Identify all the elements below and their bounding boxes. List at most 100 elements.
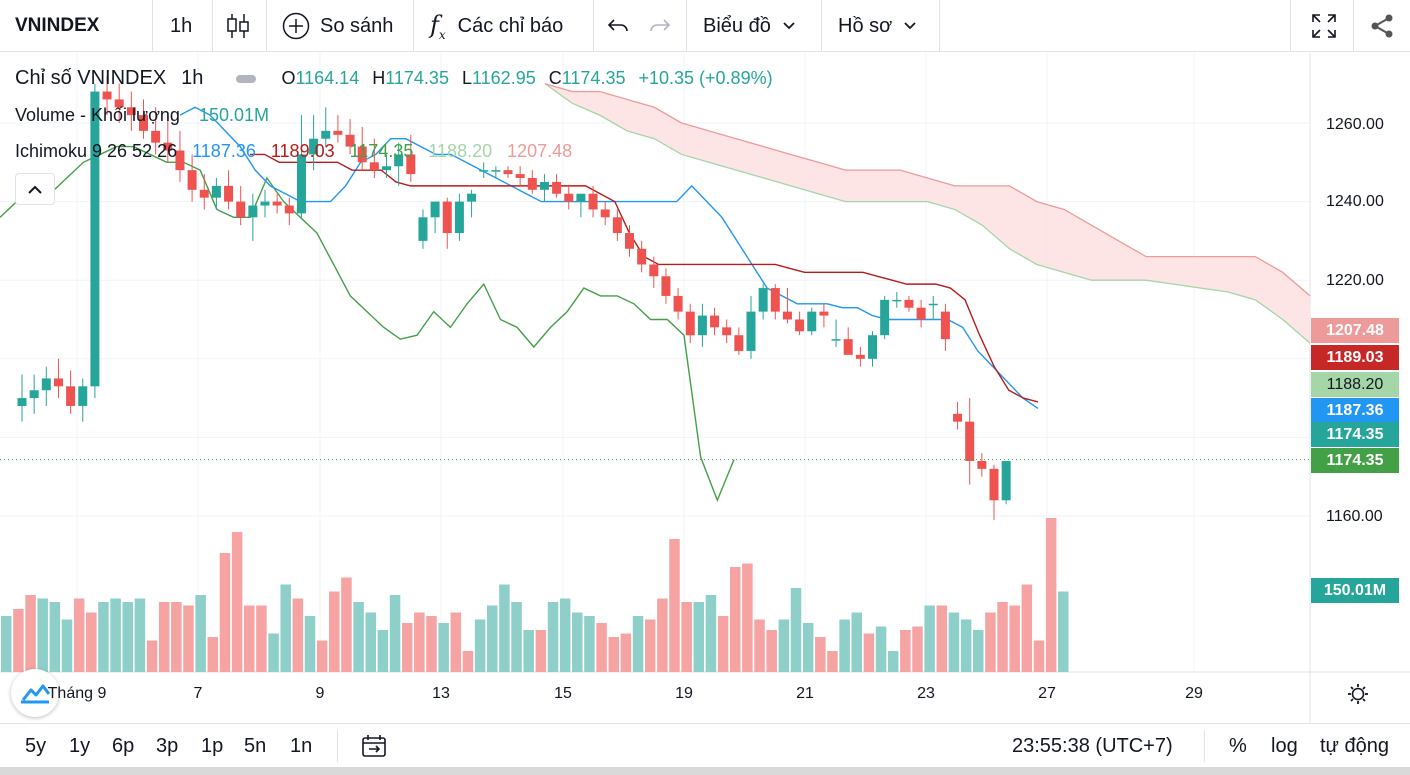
x-tick-27: 27: [1038, 685, 1056, 702]
candle-body: [394, 154, 404, 167]
volume-bar: [1033, 640, 1045, 672]
range-1n[interactable]: 1n: [290, 734, 313, 757]
volume-bar: [584, 616, 595, 672]
candle-body: [527, 178, 537, 190]
auto-scale-toggle[interactable]: tự động: [1320, 734, 1389, 757]
volume-bar: [256, 605, 267, 672]
x-tick-15: 15: [554, 685, 572, 702]
candle-body: [224, 185, 234, 202]
fullscreen-button[interactable]: [1311, 0, 1337, 52]
fullscreen-icon: [1312, 14, 1336, 38]
tenkan-sen-line: [179, 106, 1039, 410]
collapse-legend-button[interactable]: [15, 173, 55, 205]
volume-label: Volume - Khối lượng: [15, 105, 180, 125]
volume-bar: [1009, 605, 1020, 672]
candle-body: [831, 339, 841, 341]
undo-button[interactable]: [606, 0, 630, 52]
indicators-button[interactable]: fx Các chỉ báo: [430, 0, 563, 52]
volume-bar: [438, 623, 449, 672]
ohlc-o-value: 1164.14: [295, 68, 360, 88]
range-1p[interactable]: 1p: [201, 734, 224, 757]
calendar-icon: [362, 735, 386, 757]
x-tick-23: 23: [917, 685, 935, 702]
legend-hide-toggle[interactable]: [236, 75, 257, 84]
volume-bar: [49, 602, 61, 672]
candle-style-icon[interactable]: [226, 0, 250, 52]
settings-gear-icon[interactable]: [1347, 683, 1369, 710]
ohlc-o-label: O: [281, 68, 296, 88]
candle-body: [940, 311, 950, 340]
tradingview-logo[interactable]: [11, 669, 59, 717]
volume-bar: [924, 605, 935, 672]
range-5y[interactable]: 5y: [25, 734, 47, 757]
candle-body: [953, 413, 963, 422]
volume-value: 150.01M: [198, 105, 270, 125]
compare-button[interactable]: So sánh: [282, 0, 393, 52]
percent-toggle[interactable]: %: [1229, 734, 1247, 757]
volume-bar: [705, 595, 717, 672]
horizontal-scrollbar[interactable]: [0, 767, 1410, 775]
candle-body: [722, 327, 732, 336]
log-toggle[interactable]: log: [1271, 734, 1298, 757]
candle-body: [284, 205, 294, 214]
chart-area[interactable]: Chỉ số VNINDEX 1h O1164.14 H1174.35 L116…: [0, 53, 1410, 723]
volume-bar: [304, 616, 316, 672]
x-tick-19: 19: [675, 685, 693, 702]
tag-chikou: 1174.35: [1311, 422, 1399, 447]
candle-body: [600, 209, 610, 218]
volume-bar: [341, 577, 352, 672]
share-button[interactable]: [1369, 0, 1395, 52]
chikou-span-line: [0, 145, 735, 503]
tag-volume: 150.01M: [1311, 578, 1399, 603]
candle-body: [928, 303, 938, 306]
ohlc-change: +10.35 (+0.89%): [638, 68, 773, 88]
volume-bar: [61, 619, 73, 672]
chart-canvas[interactable]: [0, 53, 1410, 723]
ichimoku-spanb-value: 1207.48: [507, 141, 573, 161]
volume-bar: [1045, 518, 1057, 672]
volume-bar: [462, 651, 474, 672]
volume-bar: [146, 640, 158, 672]
volume-bar: [231, 532, 243, 672]
chart-type-dropdown[interactable]: Biểu đồ: [703, 0, 795, 52]
candle-body: [661, 276, 671, 296]
candle-body: [843, 339, 853, 355]
legend-ichimoku: Ichimoku 9 26 52 26 1187.36 1189.03 1174…: [15, 141, 578, 162]
candle-body: [272, 201, 282, 206]
candle-body: [17, 398, 27, 406]
legend-title: Chỉ số VNINDEX: [15, 67, 167, 89]
range-5n[interactable]: 5n: [244, 734, 267, 757]
candle-body: [369, 162, 379, 171]
volume-bar: [86, 612, 97, 672]
volume-bar: [37, 598, 48, 672]
volume-bar: [1058, 591, 1069, 672]
candle-body: [139, 115, 148, 131]
range-3p[interactable]: 3p: [156, 734, 179, 757]
volume-bar: [948, 612, 960, 672]
candle-body: [807, 311, 817, 332]
volume-bar: [887, 651, 899, 672]
clock-time[interactable]: 23:55:38 (UTC+7): [1012, 734, 1173, 757]
range-6p[interactable]: 6p: [112, 734, 135, 757]
redo-button[interactable]: [648, 0, 672, 52]
candle-body: [734, 335, 744, 351]
candle-body: [175, 150, 185, 171]
volume-bar: [292, 598, 304, 672]
candle-body: [248, 205, 258, 218]
candle-body: [211, 185, 221, 198]
range-1y[interactable]: 1y: [69, 734, 91, 757]
volume-bar: [778, 619, 790, 672]
candle-body: [418, 217, 428, 241]
candle-body: [880, 299, 890, 336]
symbol-button[interactable]: VNINDEX: [15, 15, 100, 36]
date-range-button[interactable]: [361, 724, 387, 768]
candle-body: [539, 181, 549, 190]
interval-button[interactable]: 1h: [170, 14, 193, 37]
volume-bar: [219, 553, 231, 672]
y-tick-1260: 1260.00: [1326, 116, 1384, 133]
tag-tenkan: 1187.36: [1311, 398, 1399, 423]
profile-dropdown[interactable]: Hồ sơ: [838, 0, 916, 52]
x-tick-7: 7: [193, 685, 203, 702]
candle-body: [126, 107, 136, 116]
chevron-up-icon: [28, 185, 42, 194]
